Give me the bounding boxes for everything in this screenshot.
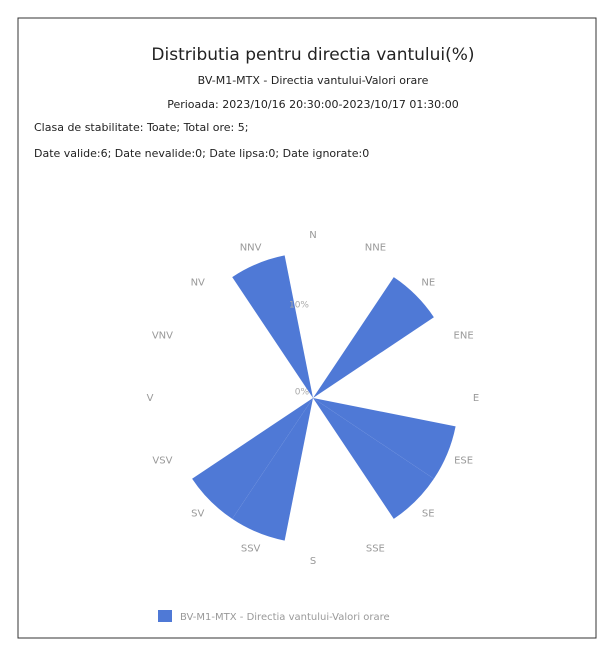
chart-subtitle: BV-M1-MTX - Directia vantului-Valori ora… [198, 74, 429, 87]
wedge [192, 398, 313, 519]
direction-label: ENE [454, 331, 474, 342]
direction-label: VNV [152, 331, 173, 342]
wedge [313, 398, 456, 479]
direction-label: S [310, 556, 316, 567]
info: Clasa de stabilitate: Toate; Total ore: … [34, 121, 248, 134]
wedge [232, 398, 313, 541]
direction-label: V [147, 393, 154, 404]
direction-label: SV [191, 508, 204, 519]
r-tick-label: 10% [289, 300, 309, 310]
period: Perioada: 2023/10/16 20:30:00-2023/10/17… [167, 98, 459, 111]
direction-label: SSE [366, 544, 385, 555]
direction-label: NNE [365, 242, 386, 253]
direction-label: E [473, 393, 479, 404]
direction-label: ESE [454, 455, 473, 466]
chart-title: Distributia pentru directia vantului(%) [151, 45, 474, 65]
legend-label[interactable]: BV-M1-MTX - Directia vantului-Valori ora… [180, 612, 390, 623]
wedge [313, 277, 434, 398]
direction-label: NE [421, 278, 435, 289]
wedge [313, 398, 434, 519]
wedge [232, 255, 313, 398]
direction-label: NV [191, 278, 205, 289]
r-tick-label: 0% [295, 388, 310, 398]
direction-label: SE [422, 508, 435, 519]
frame [17, 17, 597, 639]
info: Date valide:6; Date nevalide:0; Date lip… [34, 147, 369, 160]
direction-label: NNV [240, 242, 262, 253]
direction-label: VSV [152, 455, 172, 466]
legend-swatch [158, 610, 172, 622]
direction-label: N [309, 230, 316, 241]
direction-label: SSV [241, 544, 261, 555]
